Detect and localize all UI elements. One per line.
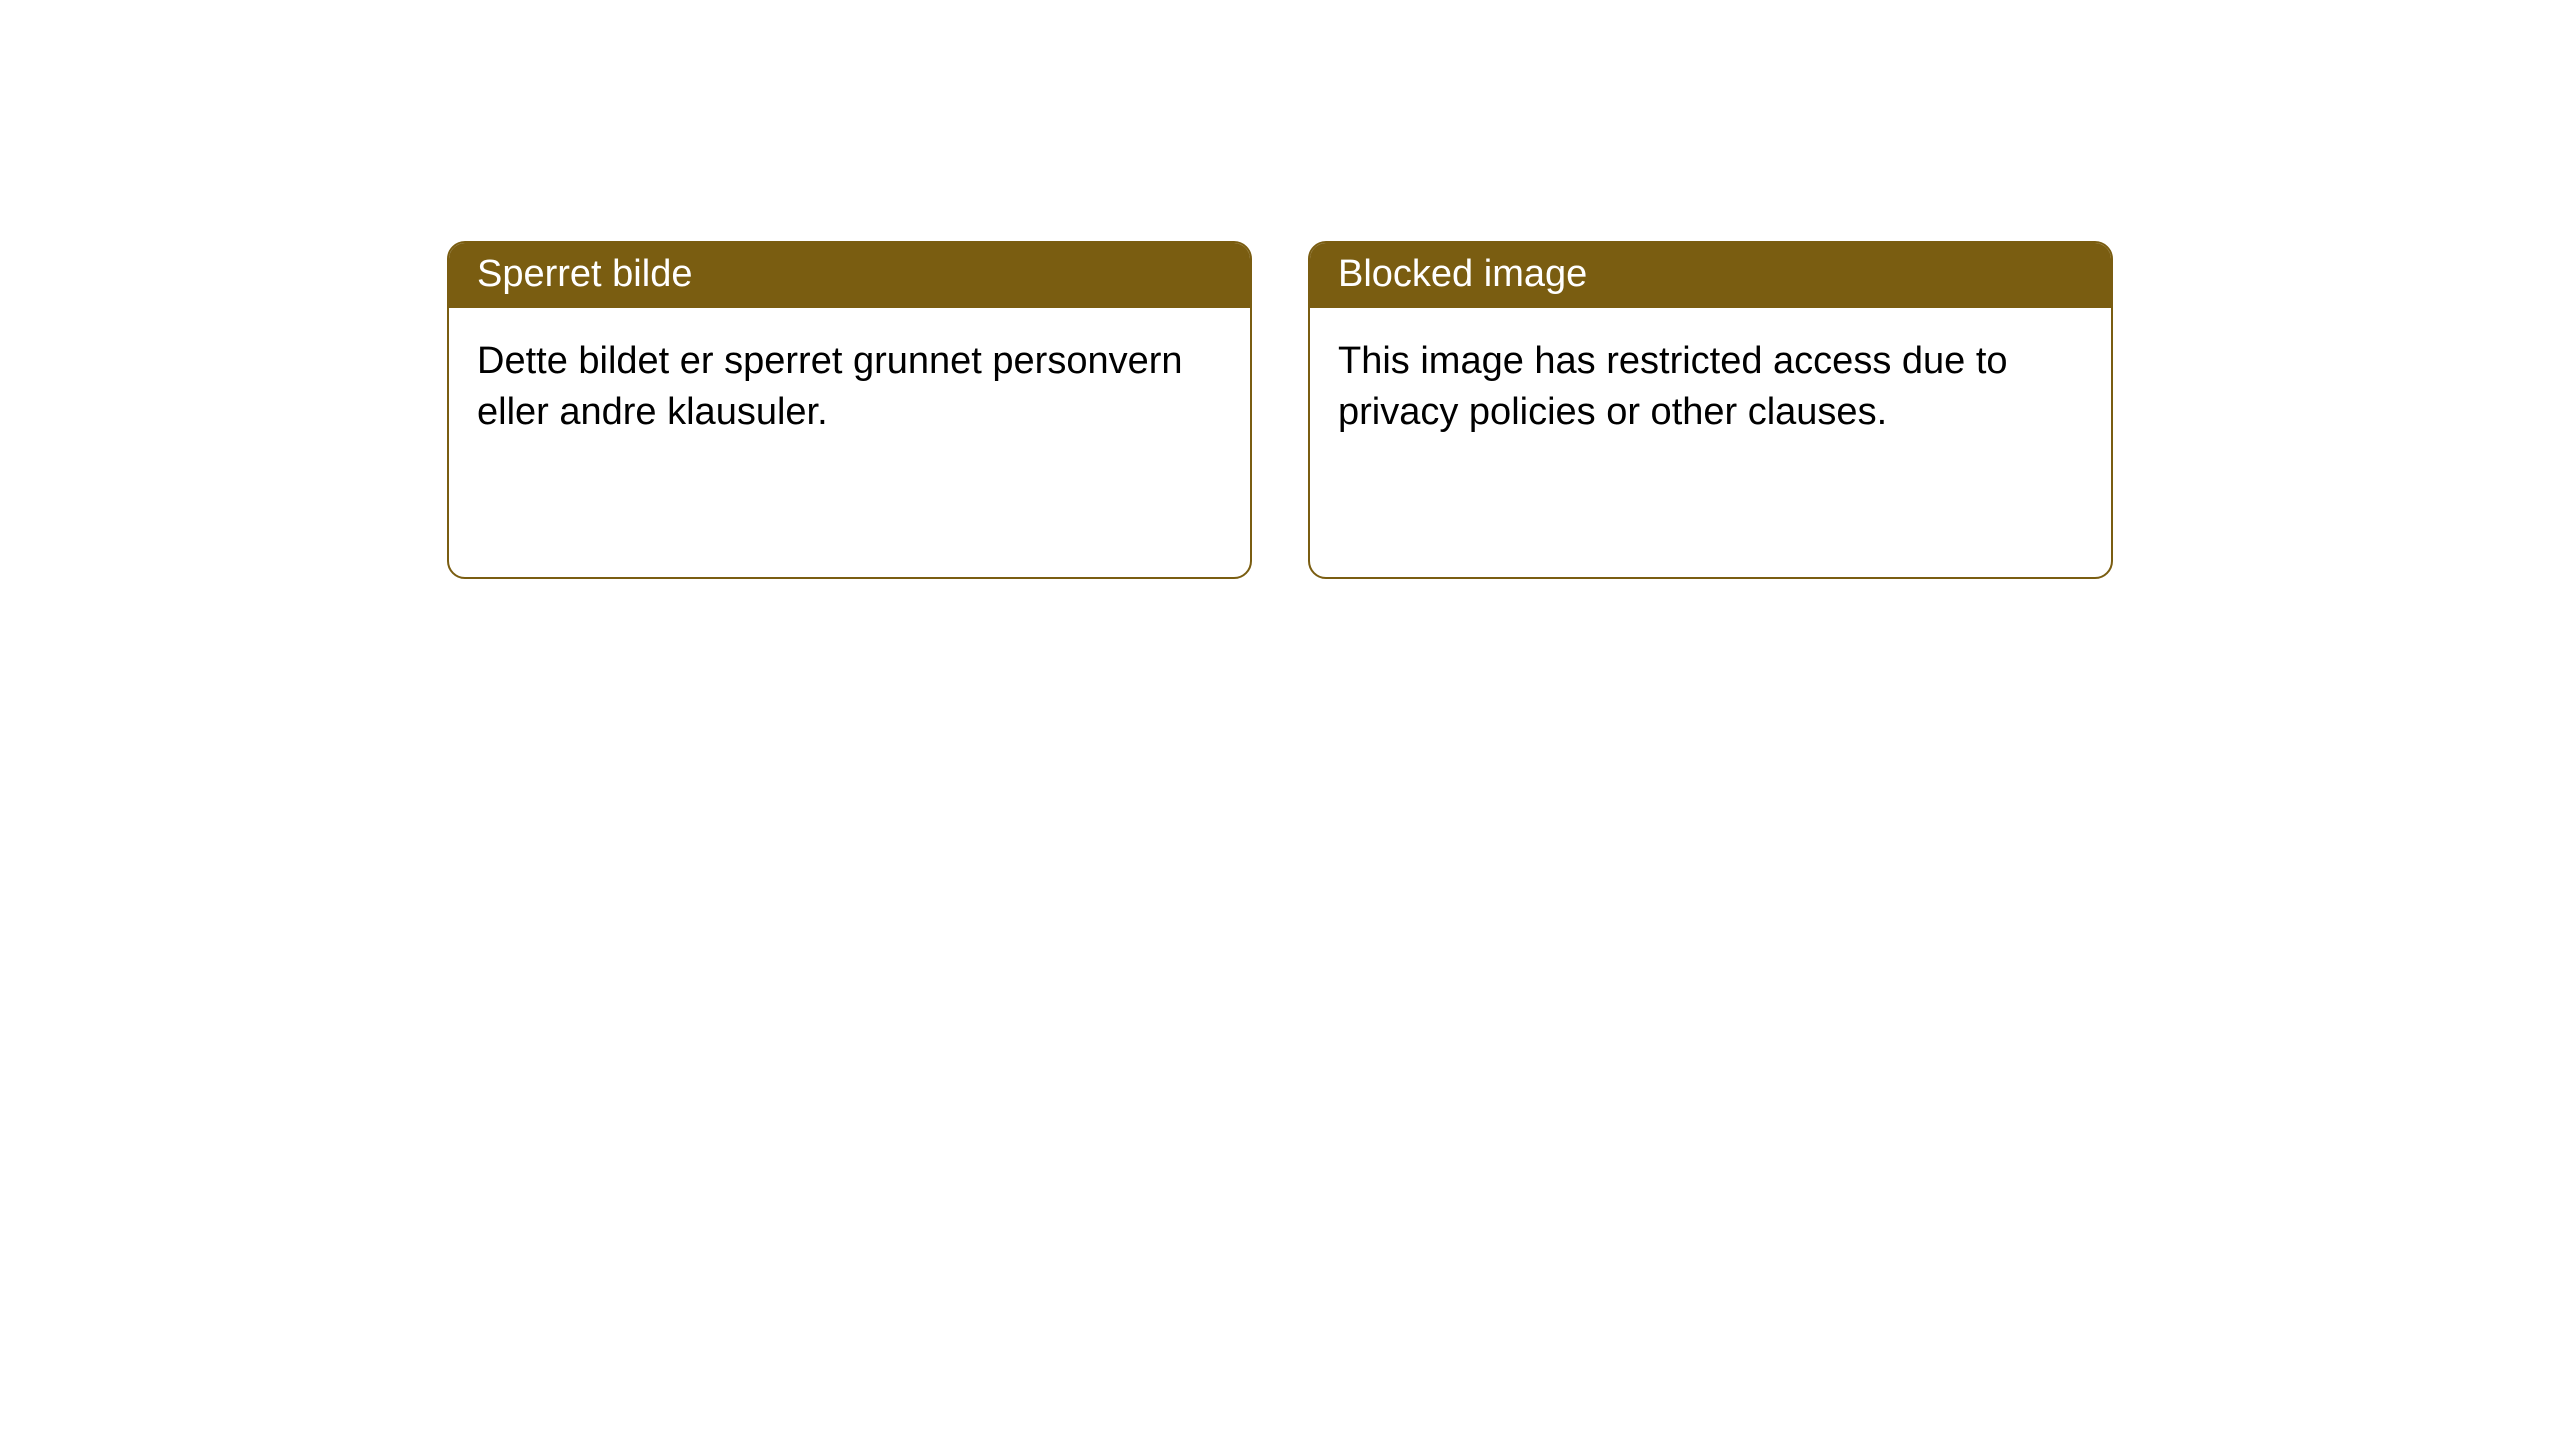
notice-card-norwegian: Sperret bilde Dette bildet er sperret gr… bbox=[447, 241, 1252, 579]
notice-container: Sperret bilde Dette bildet er sperret gr… bbox=[0, 0, 2560, 579]
notice-header-norwegian: Sperret bilde bbox=[449, 243, 1250, 308]
notice-body-norwegian: Dette bildet er sperret grunnet personve… bbox=[449, 308, 1250, 467]
notice-header-english: Blocked image bbox=[1310, 243, 2111, 308]
notice-body-english: This image has restricted access due to … bbox=[1310, 308, 2111, 467]
notice-card-english: Blocked image This image has restricted … bbox=[1308, 241, 2113, 579]
